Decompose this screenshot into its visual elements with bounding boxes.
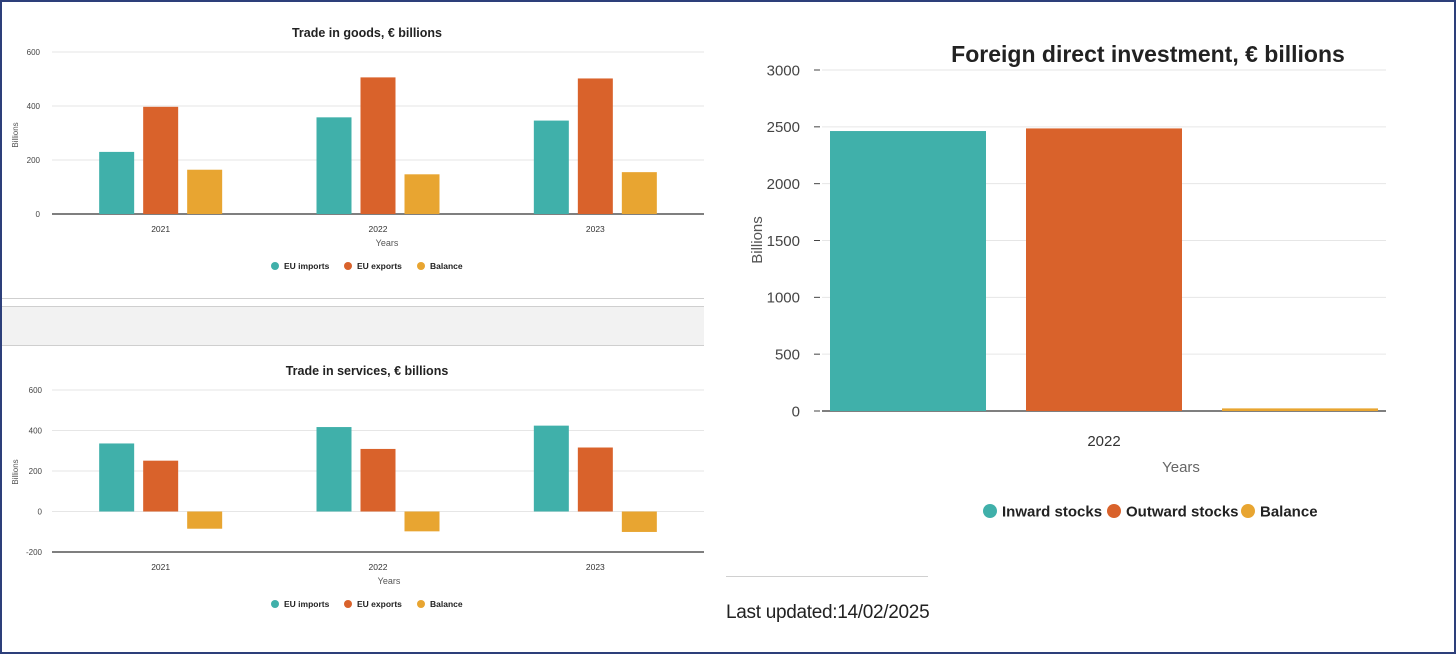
bar-outward-stocks-2022 <box>1026 128 1182 411</box>
y-tick-label: 3000 <box>767 62 800 79</box>
legend-marker-eu-exports <box>344 600 352 608</box>
legend-label: Balance <box>430 261 463 271</box>
legend-marker-eu-exports <box>344 262 352 270</box>
legend-label: EU imports <box>284 261 330 271</box>
bar-balance-2022 <box>1222 408 1378 411</box>
legend-label: Balance <box>430 599 463 609</box>
fdi-panel: Foreign direct investment, € billions Bi… <box>726 2 1454 578</box>
y-tick-label: 400 <box>29 426 43 435</box>
bar-eu-exports-2023 <box>577 447 613 512</box>
y-axis-label: Billions <box>11 122 20 147</box>
y-tick-label: -200 <box>26 548 43 557</box>
y-tick-label: 0 <box>36 210 41 219</box>
y-tick-label: 400 <box>27 102 41 111</box>
bar-balance-2021 <box>187 511 223 529</box>
bar-eu-exports-2022 <box>360 448 396 512</box>
y-axis-label: Billions <box>11 459 20 484</box>
legend-label: EU exports <box>357 599 402 609</box>
bar-balance-2022 <box>404 174 440 214</box>
x-axis-label: Years <box>378 576 401 586</box>
y-tick-label: 500 <box>775 346 800 363</box>
chart-title: Trade in services, € billions <box>286 364 449 378</box>
y-tick-label: 1000 <box>767 290 800 307</box>
legend-label: Inward stocks <box>1002 503 1102 520</box>
legend-label: Outward stocks <box>1126 503 1239 520</box>
chart-title: Trade in goods, € billions <box>292 26 442 40</box>
legend-label: Balance <box>1260 503 1318 520</box>
bar-eu-imports-2023 <box>533 425 569 512</box>
trade-in-services-chart: Trade in services, € billions Billions Y… <box>11 364 704 609</box>
legend-marker-inward-stocks <box>983 504 997 518</box>
x-tick-label: 2022 <box>369 224 388 234</box>
bar-eu-exports-2021 <box>143 106 179 214</box>
foreign-direct-investment-chart: Foreign direct investment, € billions Bi… <box>749 41 1386 520</box>
legend-marker-balance <box>1241 504 1255 518</box>
legend-marker-eu-imports <box>271 262 279 270</box>
bar-eu-exports-2022 <box>360 77 396 214</box>
bar-eu-imports-2022 <box>316 427 352 512</box>
x-tick-label: 2022 <box>369 562 388 572</box>
bar-balance-2021 <box>187 169 223 214</box>
y-tick-label: 600 <box>27 48 41 57</box>
bar-eu-imports-2023 <box>533 120 569 214</box>
legend-label: EU exports <box>357 261 402 271</box>
legend-marker-balance <box>417 600 425 608</box>
bar-eu-imports-2022 <box>316 117 352 214</box>
y-tick-label: 2500 <box>767 119 800 136</box>
separator-band <box>2 306 704 346</box>
y-tick-label: 200 <box>29 467 43 476</box>
x-axis-label: Years <box>1162 459 1200 476</box>
bar-balance-2022 <box>404 511 440 532</box>
y-axis-label: Billions <box>749 216 766 264</box>
legend-marker-outward-stocks <box>1107 504 1121 518</box>
x-axis-label: Years <box>376 238 399 248</box>
y-tick-label: 0 <box>792 403 800 420</box>
trade-in-goods-chart: Trade in goods, € billions Billions Year… <box>11 26 704 271</box>
trade-in-services-panel: Trade in services, € billions Billions Y… <box>2 346 704 626</box>
bar-eu-exports-2023 <box>577 78 613 215</box>
x-tick-label: 2023 <box>586 562 605 572</box>
y-tick-label: 0 <box>38 507 43 516</box>
bar-eu-imports-2021 <box>99 443 135 512</box>
bar-inward-stocks-2022 <box>830 131 986 411</box>
chart-title: Foreign direct investment, € billions <box>951 41 1345 67</box>
y-tick-label: 600 <box>29 386 43 395</box>
legend-marker-eu-imports <box>271 600 279 608</box>
trade-in-goods-panel: Trade in goods, € billions Billions Year… <box>2 2 704 299</box>
x-tick-label: 2021 <box>151 224 170 234</box>
legend-label: EU imports <box>284 599 330 609</box>
bar-eu-imports-2021 <box>99 151 135 214</box>
fdi-panel-bottom-line <box>726 576 928 577</box>
last-updated-text: Last updated:14/02/2025 <box>726 602 930 623</box>
bar-balance-2023 <box>621 172 657 214</box>
x-tick-label: 2022 <box>1087 433 1120 450</box>
y-tick-label: 2000 <box>767 176 800 193</box>
x-tick-label: 2021 <box>151 562 170 572</box>
bar-eu-exports-2021 <box>143 460 179 512</box>
x-tick-label: 2023 <box>586 224 605 234</box>
bar-balance-2023 <box>621 511 657 532</box>
legend-marker-balance <box>417 262 425 270</box>
y-tick-label: 1500 <box>767 233 800 250</box>
y-tick-label: 200 <box>27 156 41 165</box>
